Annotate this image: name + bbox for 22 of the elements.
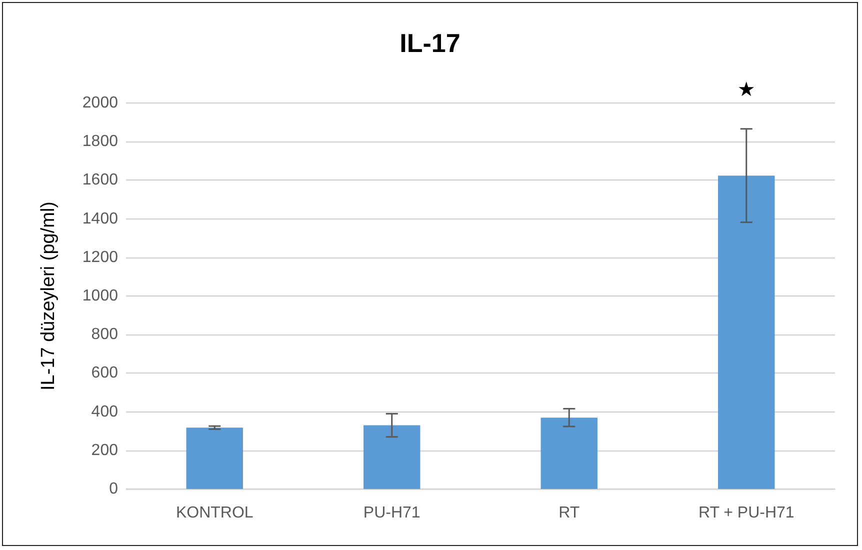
- y-axis-title: IL-17 düzeyleri (pg/ml): [38, 201, 59, 391]
- x-tick-label: RT: [558, 504, 580, 522]
- x-tick-label: RT + PU-H71: [698, 504, 794, 522]
- y-tick-label: 800: [91, 326, 118, 344]
- y-tick-label: 400: [91, 403, 118, 420]
- y-tick-label: 1600: [82, 172, 118, 189]
- x-tick-label: KONTROL: [176, 504, 254, 522]
- bar: [186, 428, 243, 489]
- y-tick-label: 1000: [82, 288, 118, 304]
- y-tick-label: 200: [91, 442, 118, 459]
- bar: [718, 176, 775, 489]
- x-tick-label: PU-H71: [363, 504, 420, 522]
- y-tick-label: 2000: [82, 94, 118, 112]
- y-tick-label: 1200: [82, 248, 118, 266]
- bar: [540, 418, 598, 489]
- y-tick-label: 1400: [82, 210, 118, 228]
- y-tick-label: 1800: [82, 133, 118, 150]
- y-tick-label: 600: [91, 364, 118, 382]
- chart-title: IL-17: [400, 28, 460, 58]
- y-tick-label: 0: [109, 480, 118, 498]
- bar: [364, 425, 420, 489]
- text: ★: [737, 77, 756, 101]
